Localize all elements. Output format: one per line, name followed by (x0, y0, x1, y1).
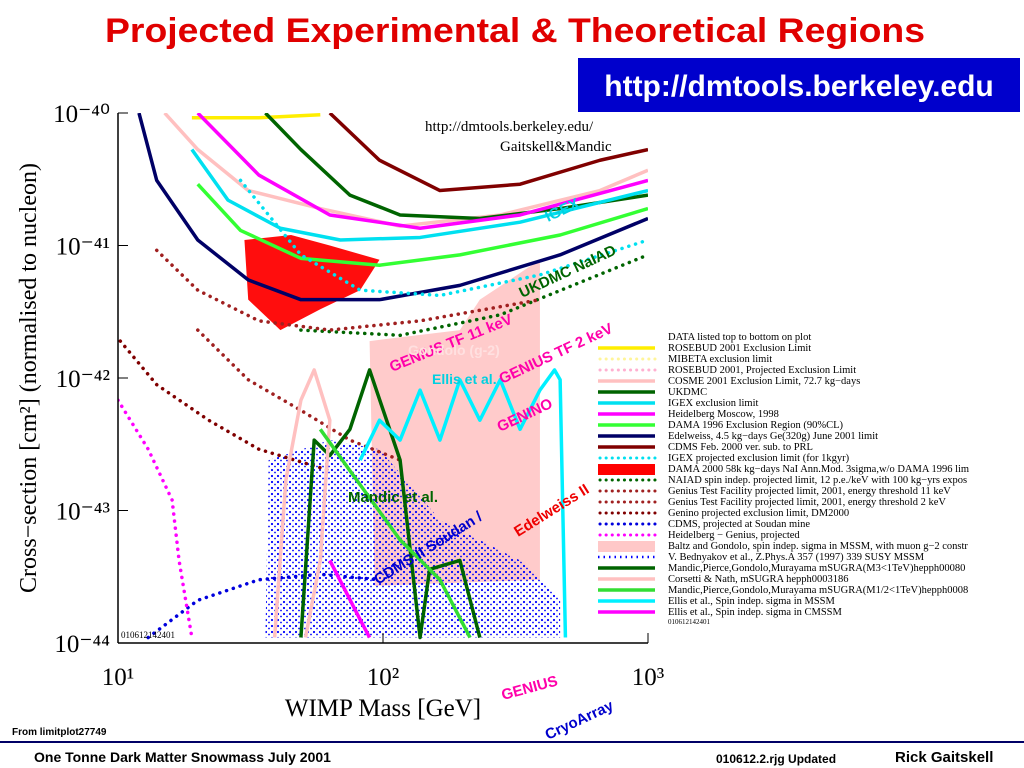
limit-curve (358, 368, 568, 638)
limit-curve (328, 113, 648, 193)
legend-label: Heidelberg Moscow, 1998 (668, 409, 779, 420)
legend-label: Genius Test Facility projected limit, 20… (668, 486, 951, 497)
annotation: Gondolo (g-2) (408, 342, 500, 358)
footer-left: One Tonne Dark Matter Snowmass July 2001 (34, 749, 331, 765)
legend-label: Baltz and Gondolo, spin indep. sigma in … (668, 541, 968, 552)
limit-curve (190, 148, 648, 242)
url-note: http://dmtools.berkeley.edu/ (425, 119, 594, 135)
url-badge-bg (578, 58, 1020, 112)
limit-curve (196, 183, 648, 267)
footer-right: Rick Gaitskell (895, 749, 993, 766)
plot-area: http://dmtools.berkeley.edu/Gaitskell&Ma… (118, 113, 648, 640)
annotation: Mandic et al. (348, 489, 438, 506)
legend-label: DAMA 2000 58k kg−days NaI Ann.Mod. 3sigm… (668, 464, 969, 475)
y-tick-label: 10⁻⁴³ (56, 499, 111, 526)
y-axis-label: Cross−section [cm²] (normalised to nucle… (16, 163, 42, 593)
y-tick-label: 10⁻⁴¹ (56, 234, 110, 261)
annotation: GENIUS (500, 673, 560, 704)
legend-swatch (598, 464, 655, 475)
limit-curve (318, 428, 472, 639)
legend-label: IGEX exclusion limit (668, 398, 758, 409)
legend-label: IGEX projected exclusion limit (for 1kgy… (668, 453, 850, 464)
slide-title: Projected Experimental & Theoretical Reg… (105, 12, 925, 50)
legend-label: ROSEBUD 2001, Projected Exclusion Limit (668, 365, 856, 376)
limit-curve (196, 113, 648, 230)
legend-label: Mandic,Pierce,Gondolo,Murayama mSUGRA(M1… (668, 585, 968, 596)
legend-label: V. Bednyakov et al., Z.Phys.A 357 (1997)… (668, 552, 925, 563)
annotation: CryoArray (543, 697, 617, 744)
limit-curve (299, 253, 648, 338)
legend-label: Mandic,Pierce,Gondolo,Murayama mSUGRA(M3… (668, 563, 965, 574)
y-tick-label: 10⁻⁴⁴ (54, 631, 110, 658)
limit-curve (238, 178, 648, 298)
footer-mid: 010612.2.rjg Updated (716, 752, 836, 766)
authors-note: Gaitskell&Mandic (500, 139, 612, 155)
legend-label: MIBETA exclusion limit (668, 354, 772, 365)
limit-curve (328, 559, 372, 639)
plot-code: 010612142401 (121, 630, 175, 640)
legend-label: Edelweiss, 4.5 kg−days Ge(320g) June 200… (668, 431, 878, 442)
legend-label: Ellis et al., Spin indep. sigma in CMSSM (668, 607, 843, 618)
y-tick-label: 10⁻⁴⁰ (53, 101, 110, 128)
limit-curve (118, 398, 194, 640)
limit-curve (191, 113, 321, 120)
legend-swatch (598, 541, 655, 552)
legend-label: Corsetti & Nath, mSUGRA hepph0003186 (668, 574, 849, 585)
legend-label: COSME 2001 Exclusion Limit, 72.7 kg−days (668, 376, 860, 387)
legend-label: NAIAD spin indep. projected limit, 12 p.… (668, 475, 967, 486)
url-badge: http://dmtools.berkeley.edu (604, 70, 994, 103)
scatter-region (265, 440, 561, 638)
legend-label: Heidelberg − Genius, projected (668, 530, 800, 541)
limit-curve (137, 113, 648, 302)
legend-label: Genino projected exclusion limit, DM2000 (668, 508, 849, 519)
x-tick-label: 10³ (632, 664, 665, 691)
source-note: From limitplot27749 (12, 727, 107, 738)
annotation: Ellis et al. (432, 371, 497, 387)
x-tick-label: 10¹ (102, 664, 135, 691)
limit-curve (264, 113, 648, 221)
limit-curve (118, 339, 332, 473)
legend-label: CDMS Feb. 2000 ver. sub. to PRL (668, 442, 813, 453)
limit-curve (146, 572, 382, 640)
legend-label: Ellis et al., Spin indep. sigma in MSSM (668, 596, 836, 607)
legend-label: DAMA 1996 Exclusion Region (90%CL) (668, 420, 843, 431)
x-tick-label: 10² (367, 664, 400, 691)
legend-label: CDMS, projected at Soudan mine (668, 519, 810, 530)
limit-curve (272, 368, 332, 638)
region (244, 235, 380, 331)
x-axis-label: WIMP Mass [GeV] (285, 695, 481, 722)
legend-code: 010612142401 (668, 618, 711, 626)
limit-curve (163, 113, 648, 228)
limit-curve (299, 368, 482, 640)
legend-label: Genius Test Facility projected limit, 20… (668, 497, 946, 508)
y-tick-label: 10⁻⁴² (56, 366, 110, 393)
legend-title: DATA listed top to bottom on plot (668, 332, 811, 343)
legend-label: UKDMC (668, 387, 707, 398)
legend-label: ROSEBUD 2001 Exclusion Limit (668, 343, 811, 354)
